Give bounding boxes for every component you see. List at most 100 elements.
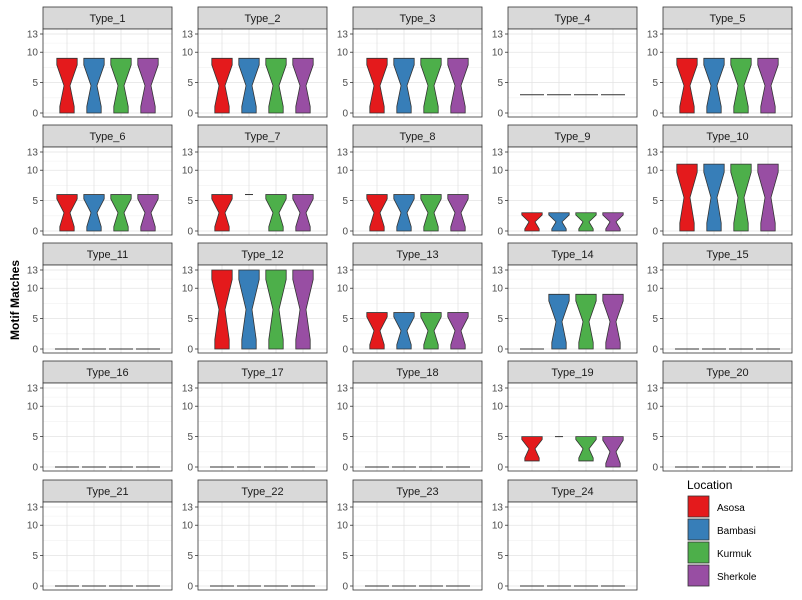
violin-kurmuk [265,57,287,114]
panel-border [662,146,793,236]
y-tick-label: 0 [497,109,503,120]
violin-bambasi [238,269,260,350]
y-tick-label: 13 [182,384,194,395]
violin-bambasi [83,57,105,114]
y-tick-label: 13 [27,148,39,159]
panel-title: Type_18 [396,367,438,379]
violin-sherkole [602,293,624,350]
y-tick-label: 13 [182,503,194,514]
plot-area [43,383,172,471]
y-tick-label: 13 [337,30,349,41]
y-tick-label: 0 [342,109,348,120]
panel-type_3: Type_3 0 5 10 13 [337,6,483,120]
y-tick-label: 5 [32,551,38,562]
panel-border [507,501,638,591]
y-tick-label: 13 [492,503,504,514]
y-tick-label: 5 [187,432,193,443]
violin-kurmuk [730,57,752,114]
y-tick-label: 10 [182,166,194,177]
panel-title: Type_21 [86,486,128,498]
plot-area [198,383,327,471]
y-tick-label: 13 [337,503,349,514]
y-tick-label: 5 [497,432,503,443]
y-tick-label: 5 [187,78,193,89]
legend-label: Bambasi [717,526,756,537]
panel-title: Type_13 [396,249,438,261]
panel-title: Type_3 [399,13,435,25]
y-tick-label: 10 [27,166,39,177]
y-tick-label: 5 [187,314,193,325]
legend: Location Asosa Bambasi Kurmuk Sherkole [687,478,757,587]
y-tick-label: 0 [342,582,348,593]
y-tick-label: 13 [27,266,39,277]
violin-kurmuk [420,194,442,232]
y-tick-label: 0 [342,345,348,356]
plot-area [43,265,172,353]
violin-bambasi [393,57,415,114]
violin-asosa [56,57,78,114]
violin-kurmuk [575,293,597,350]
y-tick-label: 5 [32,314,38,325]
panel-border [352,382,483,472]
panel-type_16: Type_16 0 5 10 13 [27,360,173,474]
violin-sherkole [137,57,159,114]
y-tick-label: 5 [497,314,503,325]
panel-border [352,501,483,591]
panel-title: Type_11 [87,249,128,261]
y-tick-label: 13 [337,266,349,277]
y-tick-label: 5 [342,78,348,89]
violin-sherkole [292,57,314,114]
violin-kurmuk [420,312,442,350]
y-tick-label: 0 [32,463,38,474]
y-tick-label: 0 [652,227,658,238]
violin-kurmuk [730,163,752,232]
violin-asosa [211,57,233,114]
y-axis-label: Motif Matches [8,260,22,340]
panel-type_14: Type_14 0 5 10 13 [492,242,638,356]
panel-border [507,382,638,472]
plot-area [198,502,327,590]
plot-area [663,383,792,471]
y-tick-label: 0 [187,463,193,474]
y-tick-label: 10 [337,521,349,532]
panel-border [197,264,328,354]
legend-label: Asosa [717,503,745,514]
panel-title: Type_10 [706,131,748,143]
violin-bambasi [238,57,260,114]
y-tick-label: 13 [27,384,39,395]
y-tick-label: 10 [647,284,659,295]
violin-kurmuk [420,57,442,114]
violin-asosa [366,194,388,232]
panel-border [197,28,328,118]
panel-border [42,501,173,591]
panel-type_9: Type_9 0 5 10 13 [492,124,638,238]
violin-kurmuk [110,57,132,114]
panel-type_7: Type_7 0 5 10 13 [182,124,328,238]
panel-title: Type_6 [89,131,125,143]
violin-kurmuk [265,194,287,232]
panel-type_19: Type_19 0 5 10 13 [492,360,638,474]
violin-asosa [211,269,233,350]
y-tick-label: 13 [492,30,504,41]
y-tick-label: 13 [182,148,194,159]
legend-title: Location [687,478,732,492]
violin-asosa [211,194,233,232]
y-tick-label: 10 [647,402,659,413]
panel-title: Type_22 [241,486,283,498]
plot-area [43,502,172,590]
violin-asosa [521,436,543,462]
y-tick-label: 5 [497,78,503,89]
y-tick-label: 5 [342,196,348,207]
y-tick-label: 13 [337,148,349,159]
legend-item-kurmuk: Kurmuk [687,541,752,564]
legend-swatch [687,518,710,541]
violin-bambasi [548,212,570,232]
y-tick-label: 0 [187,582,193,593]
panel-title: Type_4 [554,13,590,25]
violin-sherkole [757,57,779,114]
y-tick-label: 10 [337,48,349,59]
panel-title: Type_1 [89,13,125,25]
y-tick-label: 0 [497,582,503,593]
violin-kurmuk [110,194,132,232]
